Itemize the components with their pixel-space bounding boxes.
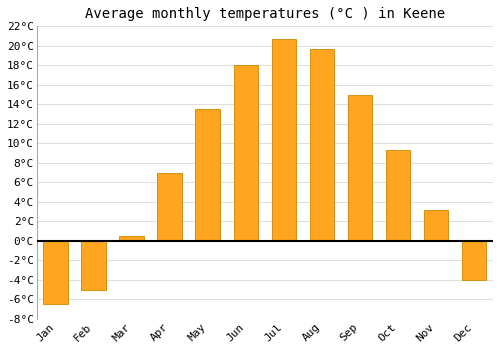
Bar: [272, 39, 296, 241]
Bar: [158, 173, 182, 241]
Bar: [348, 94, 372, 241]
Bar: [386, 150, 410, 241]
Bar: [234, 65, 258, 241]
Bar: [196, 109, 220, 241]
Bar: [120, 236, 144, 241]
Bar: [424, 210, 448, 241]
Title: Average monthly temperatures (°C ) in Keene: Average monthly temperatures (°C ) in Ke…: [85, 7, 445, 21]
Bar: [310, 49, 334, 241]
Bar: [462, 241, 486, 280]
Bar: [82, 241, 106, 290]
Bar: [44, 241, 68, 304]
